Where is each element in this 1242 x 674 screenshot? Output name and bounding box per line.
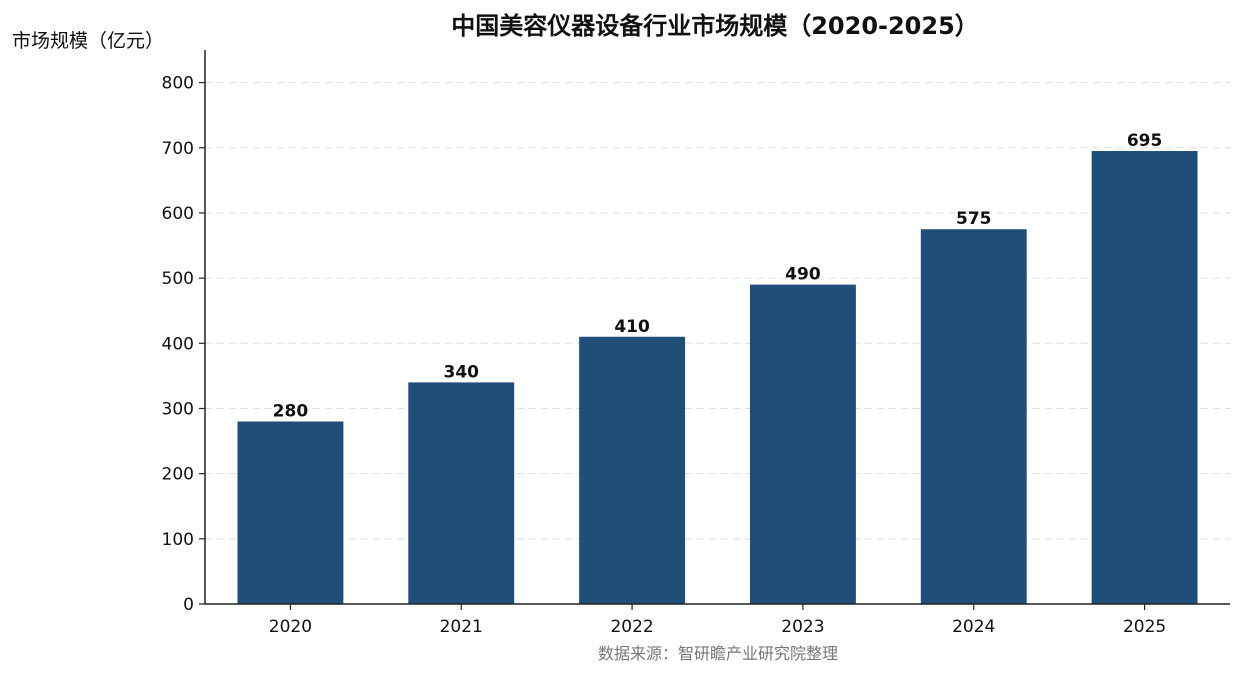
x-tick-label: 2022 — [610, 617, 653, 637]
bars — [237, 151, 1198, 604]
x-tick-label: 2024 — [952, 617, 995, 637]
data-label: 340 — [444, 362, 480, 382]
bar-2022 — [579, 336, 686, 604]
data-label: 280 — [273, 402, 309, 422]
chart-title: 中国美容仪器设备行业市场规模（2020-2025） — [451, 12, 979, 40]
tick-labels: 0 100 200 300 400 500 600 700 800 2020 2021 2022 202… — [162, 74, 1167, 637]
data-label: 410 — [614, 317, 650, 337]
gridlines — [205, 82, 1230, 540]
source-note: 数据来源：智研瞻产业研究院整理 — [598, 644, 838, 663]
axes — [199, 50, 1230, 610]
y-tick-label: 400 — [162, 334, 194, 354]
y-tick-label: 800 — [162, 74, 194, 94]
x-tick-label: 2025 — [1123, 617, 1166, 637]
data-label: 695 — [1127, 131, 1163, 151]
bar-2023 — [749, 284, 856, 604]
y-tick-label: 300 — [162, 399, 194, 419]
bar-2020 — [237, 421, 344, 604]
y-tick-label: 200 — [162, 465, 194, 485]
bar-2025 — [1091, 151, 1198, 604]
x-tick-label: 2021 — [440, 617, 483, 637]
bar-2021 — [408, 382, 515, 604]
y-tick-label: 600 — [162, 204, 194, 224]
x-tick-label: 2023 — [781, 617, 824, 637]
data-labels: 280 340 410 490 575 695 — [273, 131, 1163, 421]
x-tick-label: 2020 — [269, 617, 312, 637]
y-tick-label: 500 — [162, 269, 194, 289]
y-tick-label: 700 — [162, 139, 194, 159]
data-label: 575 — [956, 209, 992, 229]
y-axis-label: 市场规模（亿元） — [12, 30, 164, 52]
bar-2024 — [920, 229, 1027, 604]
data-label: 490 — [785, 265, 821, 285]
y-tick-label: 100 — [162, 530, 194, 550]
y-tick-label: 0 — [183, 595, 194, 615]
